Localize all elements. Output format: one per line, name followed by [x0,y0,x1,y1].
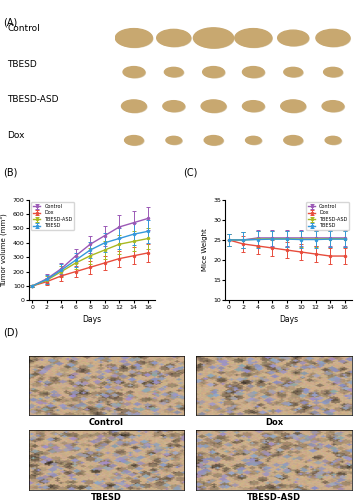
Ellipse shape [117,30,153,48]
Ellipse shape [316,30,350,46]
Text: Dox: Dox [7,131,25,140]
Ellipse shape [235,28,272,47]
Ellipse shape [242,100,264,112]
Ellipse shape [201,100,226,112]
Ellipse shape [194,28,233,48]
Ellipse shape [206,136,224,145]
Y-axis label: Tumor volume (mm³): Tumor volume (mm³) [0,213,7,287]
Ellipse shape [285,68,303,77]
Text: (A): (A) [4,18,18,28]
Ellipse shape [325,136,341,144]
Ellipse shape [285,136,303,145]
Text: (B): (B) [4,168,18,177]
Ellipse shape [246,136,261,144]
Ellipse shape [167,138,182,144]
Ellipse shape [325,68,343,77]
Text: TBESD-ASD: TBESD-ASD [7,96,59,104]
Ellipse shape [195,29,234,48]
Ellipse shape [327,138,341,144]
Ellipse shape [284,136,302,145]
Ellipse shape [115,28,152,47]
Text: Control: Control [7,24,40,33]
Ellipse shape [126,136,144,145]
Ellipse shape [166,68,184,77]
Ellipse shape [164,68,183,76]
Text: (D): (D) [4,328,19,338]
Ellipse shape [166,136,181,144]
X-axis label: Dox: Dox [265,418,283,427]
Ellipse shape [278,30,308,46]
Ellipse shape [281,100,306,112]
Ellipse shape [125,136,143,145]
Legend: Control, Dox, TBESD-ASD, TBESD: Control, Dox, TBESD-ASD, TBESD [306,202,349,230]
Ellipse shape [203,101,227,113]
Ellipse shape [157,30,191,46]
Text: TBESD: TBESD [7,60,37,68]
Ellipse shape [204,136,223,145]
Legend: Control, Dox, TBESD-ASD, TBESD: Control, Dox, TBESD-ASD, TBESD [31,202,74,230]
Ellipse shape [324,102,344,112]
Ellipse shape [279,32,309,46]
X-axis label: Control: Control [89,418,124,427]
Y-axis label: Mice Weight: Mice Weight [201,228,208,272]
Ellipse shape [237,30,272,48]
Ellipse shape [244,68,265,78]
Text: (C): (C) [183,168,197,177]
X-axis label: TBESD: TBESD [91,493,122,500]
Ellipse shape [123,101,147,113]
Ellipse shape [323,68,342,76]
Ellipse shape [242,66,264,78]
Ellipse shape [283,101,306,113]
Ellipse shape [204,68,225,78]
Ellipse shape [203,66,224,78]
Ellipse shape [163,100,185,112]
Ellipse shape [121,100,146,112]
Ellipse shape [322,100,344,112]
Ellipse shape [159,30,191,47]
Ellipse shape [244,102,265,112]
Ellipse shape [123,66,145,78]
Ellipse shape [247,138,262,144]
Ellipse shape [164,102,185,112]
Ellipse shape [318,30,350,47]
X-axis label: Days: Days [279,315,298,324]
X-axis label: Days: Days [83,315,102,324]
Ellipse shape [125,68,145,78]
X-axis label: TBESD-ASD: TBESD-ASD [247,493,301,500]
Ellipse shape [284,68,302,76]
